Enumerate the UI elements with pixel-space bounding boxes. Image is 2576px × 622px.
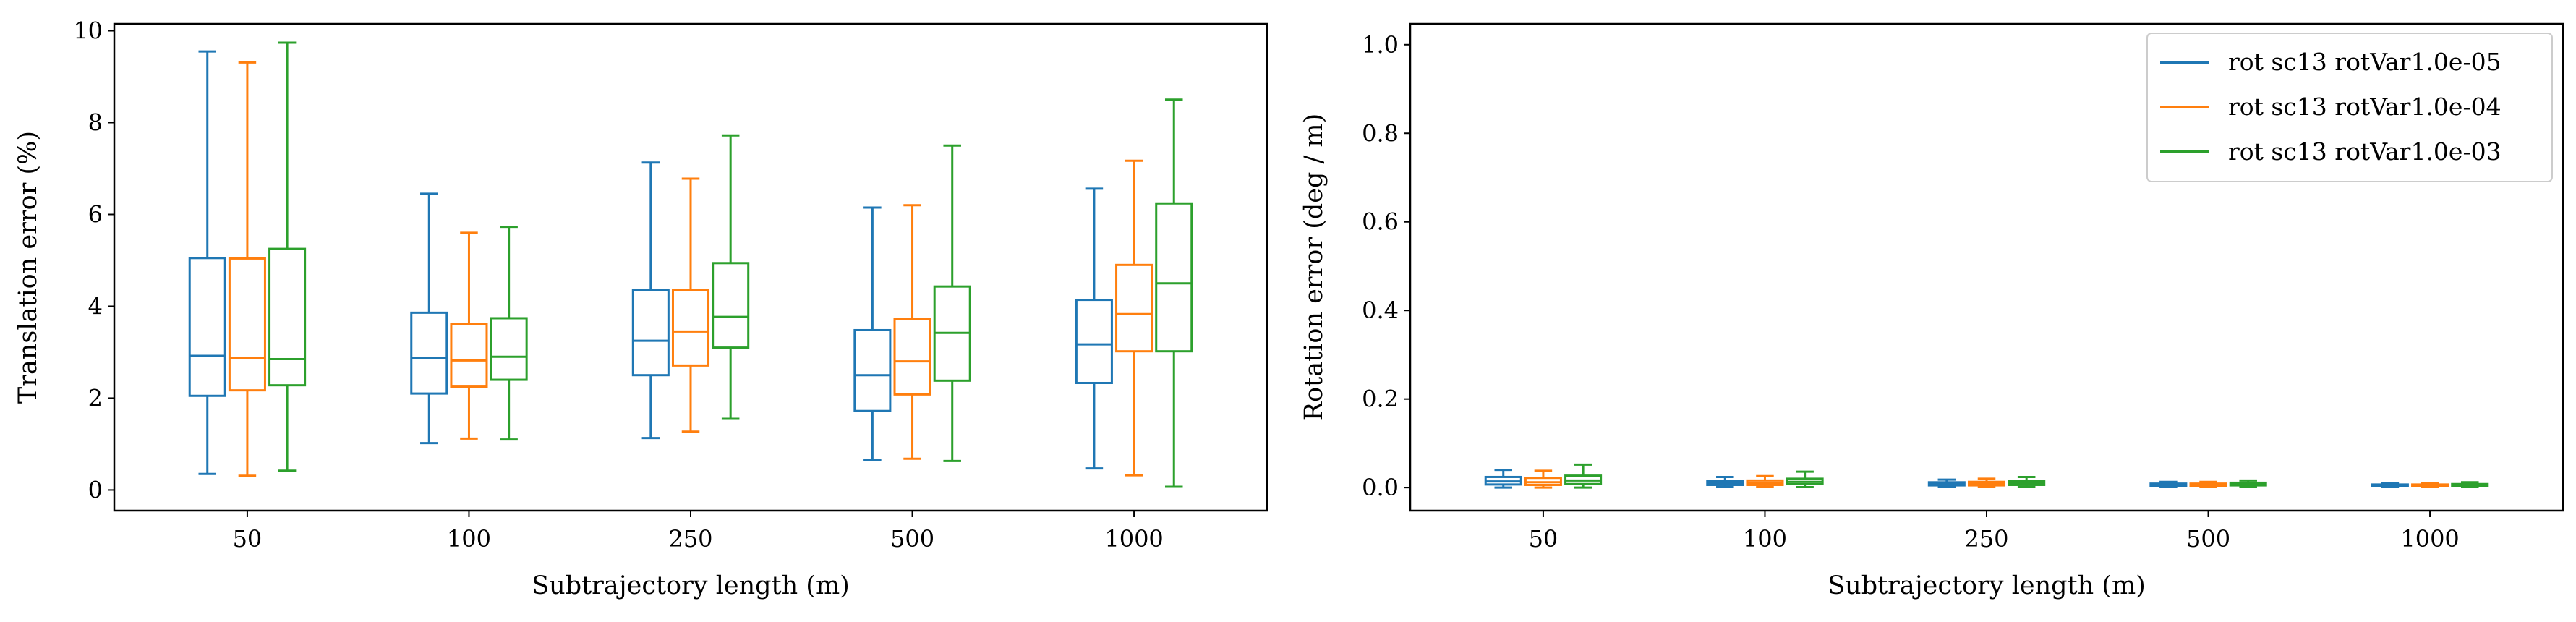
box-iqr [1115, 263, 1153, 353]
x-tick-label: 50 [1529, 525, 1558, 553]
y-tick-label: 0.0 [1362, 474, 1399, 501]
box-iqr [631, 289, 670, 377]
box-iqr [228, 257, 266, 392]
y-tick-label: 1.0 [1362, 31, 1399, 59]
x-axis-label: Subtrajectory length (m) [532, 571, 850, 600]
y-tick-label: 8 [88, 109, 103, 137]
x-tick-label: 100 [447, 525, 491, 553]
x-tick-label: 1000 [1104, 525, 1163, 553]
legend-label: rot sc13 rotVar1.0e-05 [2228, 48, 2502, 76]
legend-label: rot sc13 rotVar1.0e-04 [2228, 93, 2502, 121]
box-iqr [268, 247, 307, 387]
box-iqr [712, 262, 750, 349]
box-iqr [490, 317, 528, 381]
box-iqr [893, 318, 931, 396]
box-iqr [1075, 299, 1113, 384]
y-tick-label: 0 [88, 476, 103, 503]
plot-frame [1409, 22, 2564, 512]
legend-frame [2146, 33, 2553, 182]
y-tick-label: 0.4 [1362, 297, 1399, 324]
y-tick-label: 0.6 [1362, 208, 1399, 236]
box-iqr [1155, 202, 1193, 353]
y-tick-label: 0.2 [1362, 385, 1399, 413]
y-tick-label: 2 [88, 384, 103, 412]
x-tick-label: 1000 [2400, 525, 2459, 553]
x-tick-label: 250 [1964, 525, 2008, 553]
x-tick-label: 100 [1743, 525, 1787, 553]
y-tick-label: 4 [88, 292, 103, 320]
y-axis-label: Rotation error (deg / m) [1300, 114, 1328, 422]
legend: rot sc13 rotVar1.0e-05 rot sc13 rotVar1.0… [2146, 33, 2553, 182]
x-tick-label: 500 [2186, 525, 2230, 553]
y-tick-label: 0.8 [1362, 119, 1399, 147]
rotation-error-chart: 0.0 0.2 0.4 0.6 0.8 1.0 50 100 250 500 1000 Subtraj… [1300, 22, 2564, 600]
box-iqr [188, 257, 226, 397]
box-iqr [450, 323, 488, 388]
plot-frame [113, 22, 1268, 512]
box-iqr [410, 311, 448, 395]
x-tick-label: 50 [233, 525, 263, 553]
y-tick-label: 10 [73, 17, 103, 45]
legend-label: rot sc13 rotVar1.0e-03 [2228, 137, 2502, 166]
translation-error-chart: 0 2 4 6 8 10 50 100 250 500 1000 Subtrajectory leng… [14, 17, 1268, 600]
box-iqr [853, 328, 892, 412]
y-tick-label: 6 [88, 200, 103, 228]
x-tick-label: 500 [890, 525, 934, 553]
y-axis-label: Translation error (%) [14, 131, 43, 404]
x-tick-label: 250 [668, 525, 712, 553]
x-axis-label: Subtrajectory length (m) [1827, 571, 2146, 600]
box-iqr [671, 289, 710, 367]
